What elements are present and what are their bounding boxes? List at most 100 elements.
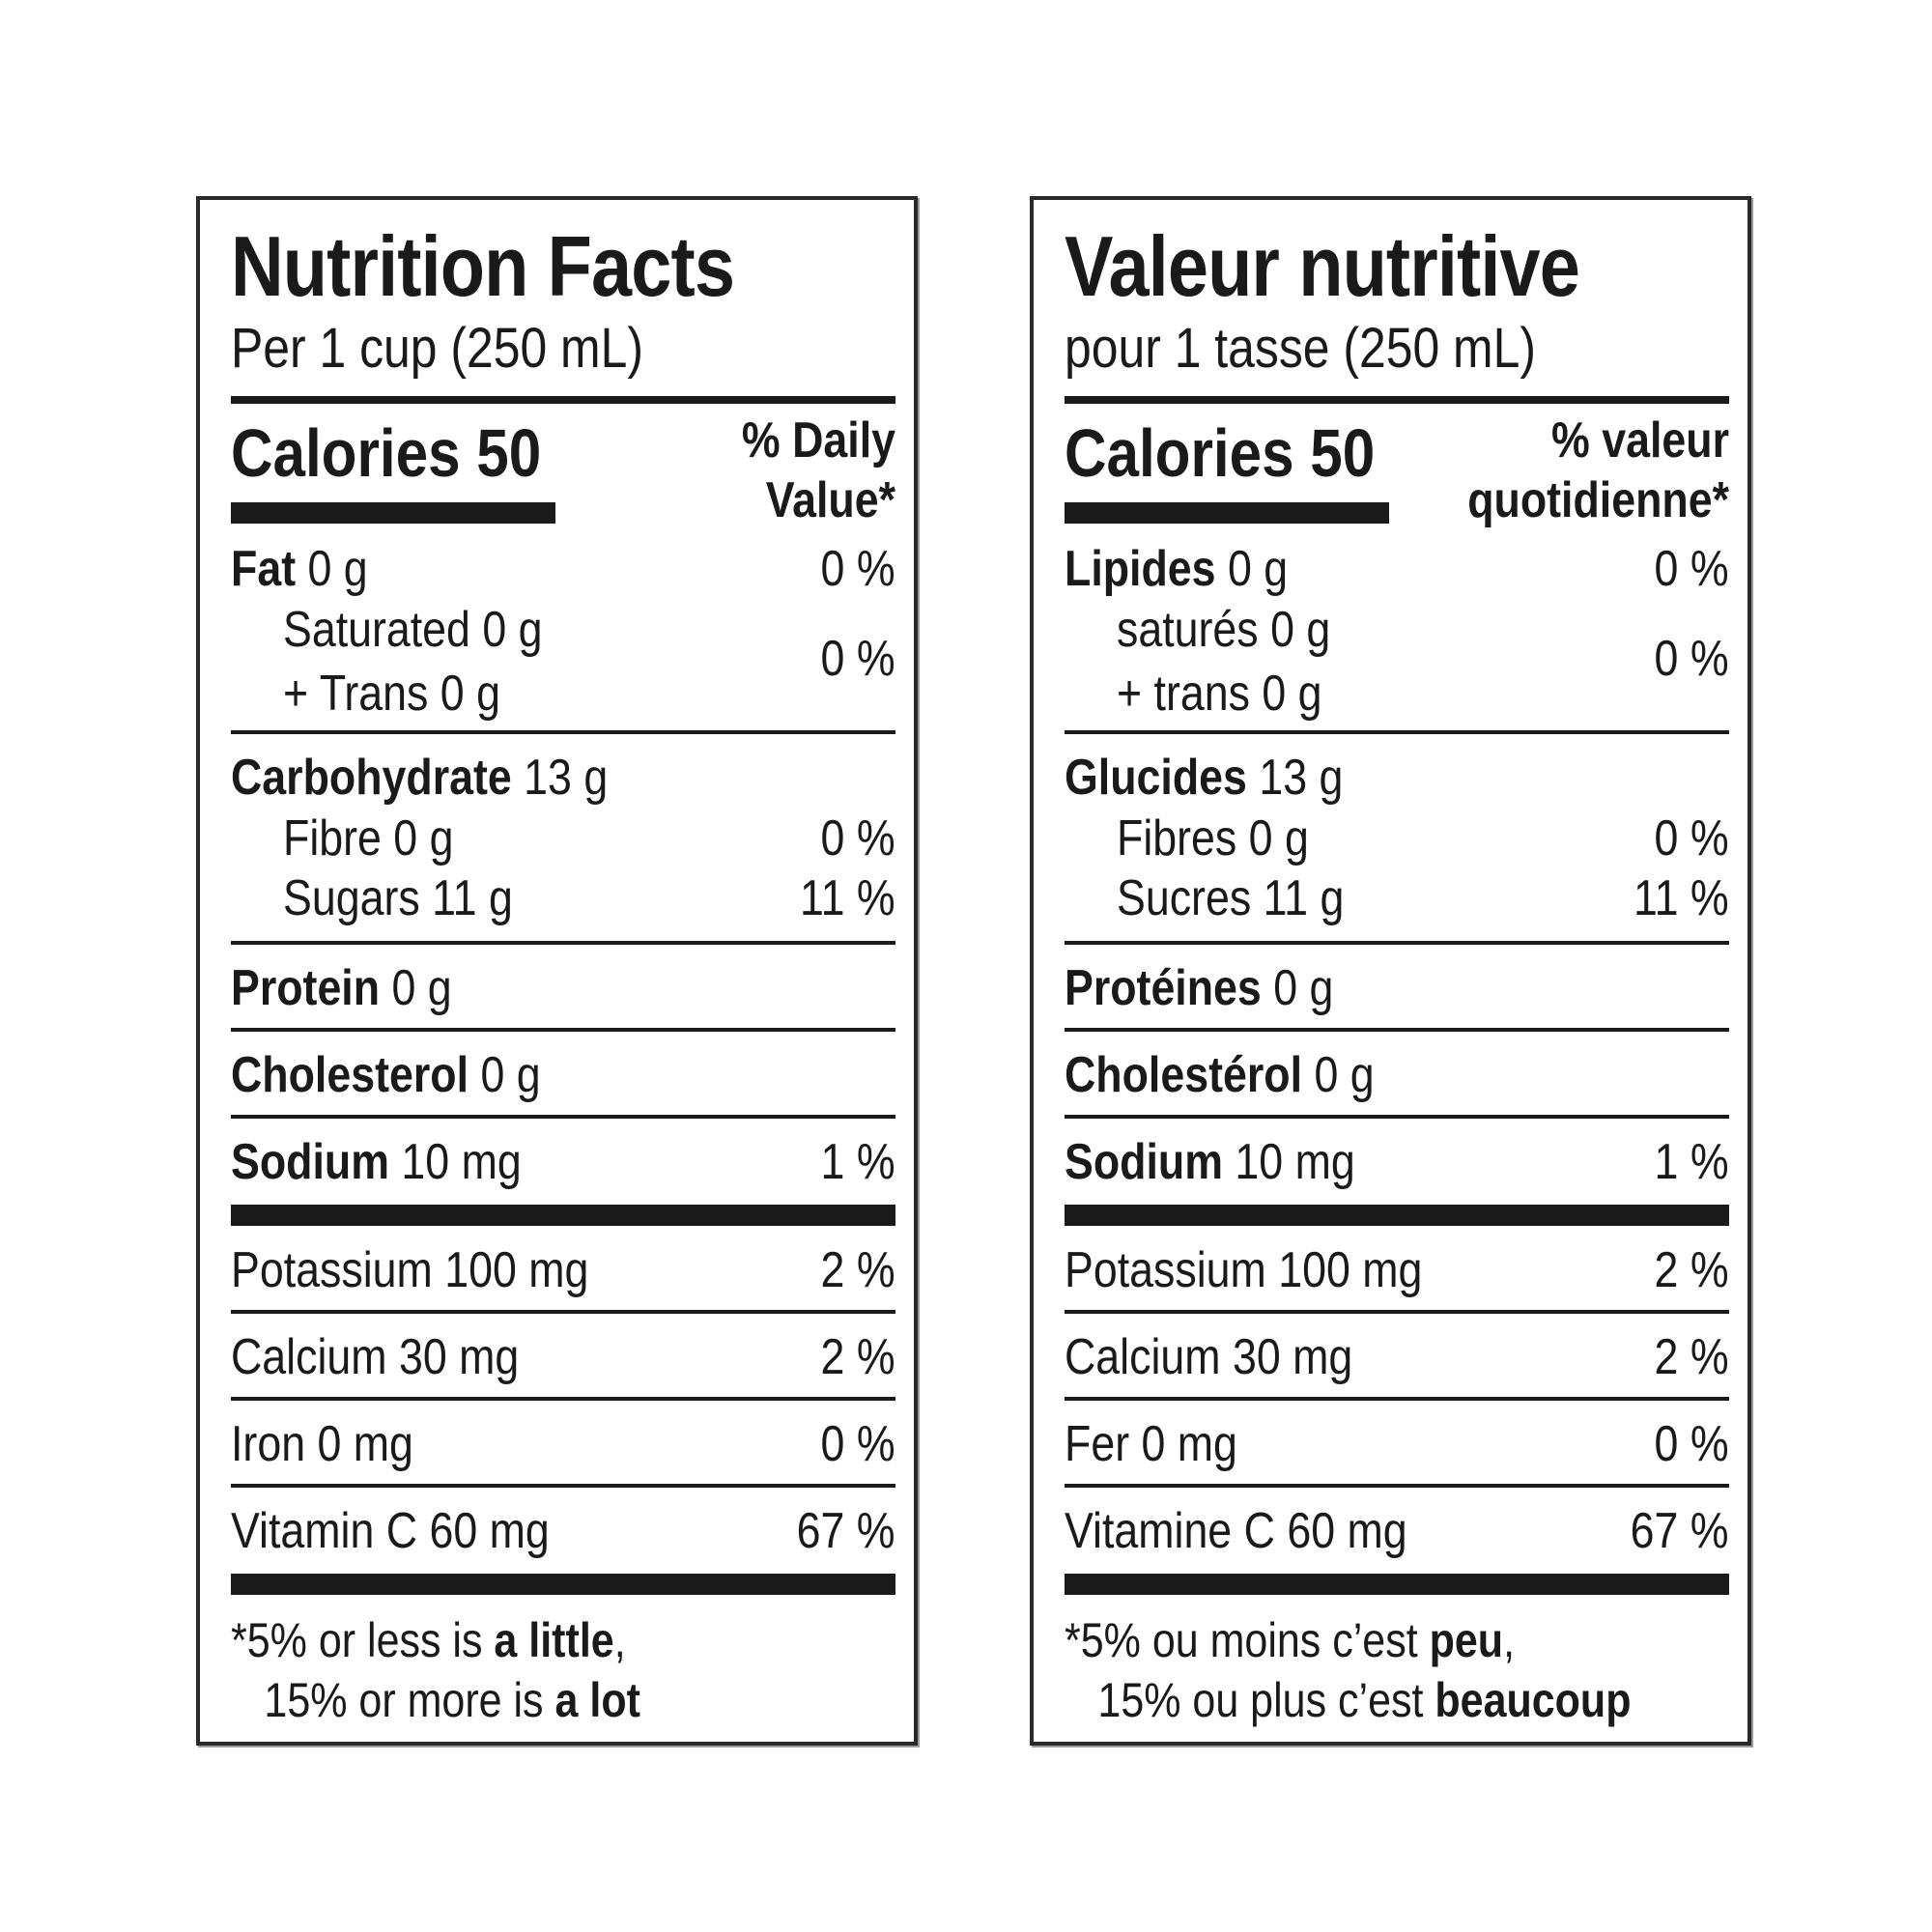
nutrient-daily-value: 0 % xyxy=(820,810,895,867)
daily-value-header-line1: % valeur xyxy=(1551,412,1729,469)
footnote-line2: 15% ou plus c’est beaucoup xyxy=(1065,1670,1631,1730)
footnote-emphasis: a lot xyxy=(554,1673,640,1727)
nutrient-name: Lipides xyxy=(1065,541,1216,597)
nutrient-name: Calcium 30 mg xyxy=(231,1329,520,1385)
nutrient-row-carbohydrate: Glucides 13 g xyxy=(1065,748,1729,808)
footnote-text: , xyxy=(613,1613,626,1667)
nutrient-amount: 13 g xyxy=(524,750,609,806)
nutrient-row-potassium: Potassium 100 mg 2 % xyxy=(231,1240,895,1300)
footnote-emphasis: beaucoup xyxy=(1435,1673,1632,1727)
divider xyxy=(231,730,895,734)
nutrient-amount: 0 g xyxy=(1227,541,1289,597)
nutrient-daily-value: 67 % xyxy=(1631,1503,1729,1559)
footnote: *5% or less is a little, 15% or more is … xyxy=(231,1610,640,1730)
nutrient-name: saturés 0 g xyxy=(1117,602,1331,658)
footnote-text: 15% ou plus c’est xyxy=(1097,1673,1435,1727)
nutrient-row-sugars: Sucres 11 g 11 % xyxy=(1065,868,1729,928)
panel-title: Valeur nutritive xyxy=(1065,218,1580,314)
nutrient-name: Carbohydrate xyxy=(231,750,512,806)
saturated-trans-daily-value: 0 % xyxy=(231,629,895,689)
nutrient-row-fat: Lipides 0 g 0 % xyxy=(1065,539,1729,599)
footnote-text: *5% or less is xyxy=(231,1613,495,1667)
nutrient-daily-value: 0 % xyxy=(1654,631,1729,687)
nutrient-daily-value: 0 % xyxy=(1654,810,1729,867)
divider xyxy=(1065,941,1729,945)
daily-value-header: % Daily Value* xyxy=(621,411,895,530)
nutrient-row-trans: + Trans 0 g xyxy=(231,664,895,724)
panel-title: Nutrition Facts xyxy=(231,218,735,314)
nutrient-name: Potassium 100 mg xyxy=(1065,1242,1423,1298)
divider xyxy=(1065,1028,1729,1032)
nutrient-name: Cholesterol xyxy=(231,1047,469,1103)
nutrient-row-sugars: Sugars 11 g 11 % xyxy=(231,868,895,928)
nutrient-name: Glucides xyxy=(1065,750,1247,806)
divider xyxy=(1065,396,1729,404)
nutrient-name: Saturated 0 g xyxy=(283,602,543,658)
calories-bar xyxy=(231,502,555,524)
nutrient-name: Fat xyxy=(231,541,297,597)
footnote-line1: *5% ou moins c’est peu, xyxy=(1065,1613,1515,1667)
nutrient-amount: 10 mg xyxy=(1235,1134,1355,1190)
nutrient-row-saturated: saturés 0 g xyxy=(1065,600,1729,660)
footnote: *5% ou moins c’est peu, 15% ou plus c’es… xyxy=(1065,1610,1631,1730)
thick-divider xyxy=(1065,1574,1729,1595)
divider xyxy=(1065,1484,1729,1488)
nutrient-name: Cholestérol xyxy=(1065,1047,1303,1103)
divider xyxy=(231,1028,895,1032)
nutrient-row-saturated: Saturated 0 g xyxy=(231,600,895,660)
nutrient-daily-value: 2 % xyxy=(1654,1329,1729,1385)
nutrient-row-iron: Fer 0 mg 0 % xyxy=(1065,1414,1729,1474)
nutrient-name: Fibres 0 g xyxy=(1117,810,1309,867)
thick-divider xyxy=(1065,1205,1729,1226)
nutrient-row-sodium: Sodium 10 mg 1 % xyxy=(231,1132,895,1192)
nutrient-row-carbohydrate: Carbohydrate 13 g xyxy=(231,748,895,808)
nutrient-row-calcium: Calcium 30 mg 2 % xyxy=(1065,1327,1729,1387)
nutrient-daily-value: 0 % xyxy=(820,631,895,687)
calories: Calories 50 xyxy=(231,415,542,491)
nutrient-name: Sugars 11 g xyxy=(283,870,513,926)
divider xyxy=(1065,1397,1729,1401)
divider xyxy=(231,941,895,945)
nutrient-name: Vitamin C 60 mg xyxy=(231,1503,550,1559)
footnote-emphasis: peu xyxy=(1429,1613,1504,1667)
nutrient-daily-value: 11 % xyxy=(800,870,895,926)
footnote-line1: *5% or less is a little, xyxy=(231,1613,626,1667)
divider xyxy=(231,1115,895,1119)
nutrient-name: Sucres 11 g xyxy=(1117,870,1345,926)
nutrient-row-fibre: Fibre 0 g 0 % xyxy=(231,809,895,868)
nutrient-row-sodium: Sodium 10 mg 1 % xyxy=(1065,1132,1729,1192)
footnote-text: *5% ou moins c’est xyxy=(1065,1613,1430,1667)
nutrient-row-vitamin-c: Vitamine C 60 mg 67 % xyxy=(1065,1501,1729,1561)
nutrient-daily-value: 0 % xyxy=(1654,541,1729,597)
nutrient-amount: 0 g xyxy=(307,541,368,597)
thick-divider xyxy=(231,1574,895,1595)
daily-value-header-line2: quotidienne* xyxy=(1467,472,1729,528)
divider xyxy=(1065,730,1729,734)
nutrient-amount: 0 g xyxy=(480,1047,541,1103)
saturated-trans-daily-value: 0 % xyxy=(1065,629,1729,689)
nutrient-daily-value: 2 % xyxy=(820,1242,895,1298)
nutrient-amount: 13 g xyxy=(1259,750,1344,806)
divider xyxy=(1065,1115,1729,1119)
nutrient-amount: 0 g xyxy=(1273,960,1334,1016)
divider xyxy=(231,1484,895,1488)
calories-bar xyxy=(1065,502,1389,524)
nutrient-row-potassium: Potassium 100 mg 2 % xyxy=(1065,1240,1729,1300)
nutrient-name: Vitamine C 60 mg xyxy=(1065,1503,1407,1559)
nutrient-row-calcium: Calcium 30 mg 2 % xyxy=(231,1327,895,1387)
nutrient-name: Protéines xyxy=(1065,960,1262,1016)
nutrient-row-fat: Fat 0 g 0 % xyxy=(231,539,895,599)
nutrient-row-vitamin-c: Vitamin C 60 mg 67 % xyxy=(231,1501,895,1561)
nutrient-daily-value: 1 % xyxy=(820,1134,895,1190)
divider xyxy=(231,1310,895,1314)
nutrient-row-protein: Protéines 0 g xyxy=(1065,958,1729,1018)
nutrient-name: Fibre 0 g xyxy=(283,810,454,867)
nutrition-facts-panel-french: Valeur nutritive pour 1 tasse (250 mL) C… xyxy=(1030,196,1751,1746)
nutrient-daily-value: 67 % xyxy=(797,1503,895,1559)
nutrient-name: Sodium xyxy=(231,1134,389,1190)
divider xyxy=(1065,1310,1729,1314)
nutrient-name: Iron 0 mg xyxy=(231,1416,413,1472)
divider xyxy=(231,1397,895,1401)
nutrient-row-trans: + trans 0 g xyxy=(1065,664,1729,724)
divider xyxy=(231,396,895,404)
